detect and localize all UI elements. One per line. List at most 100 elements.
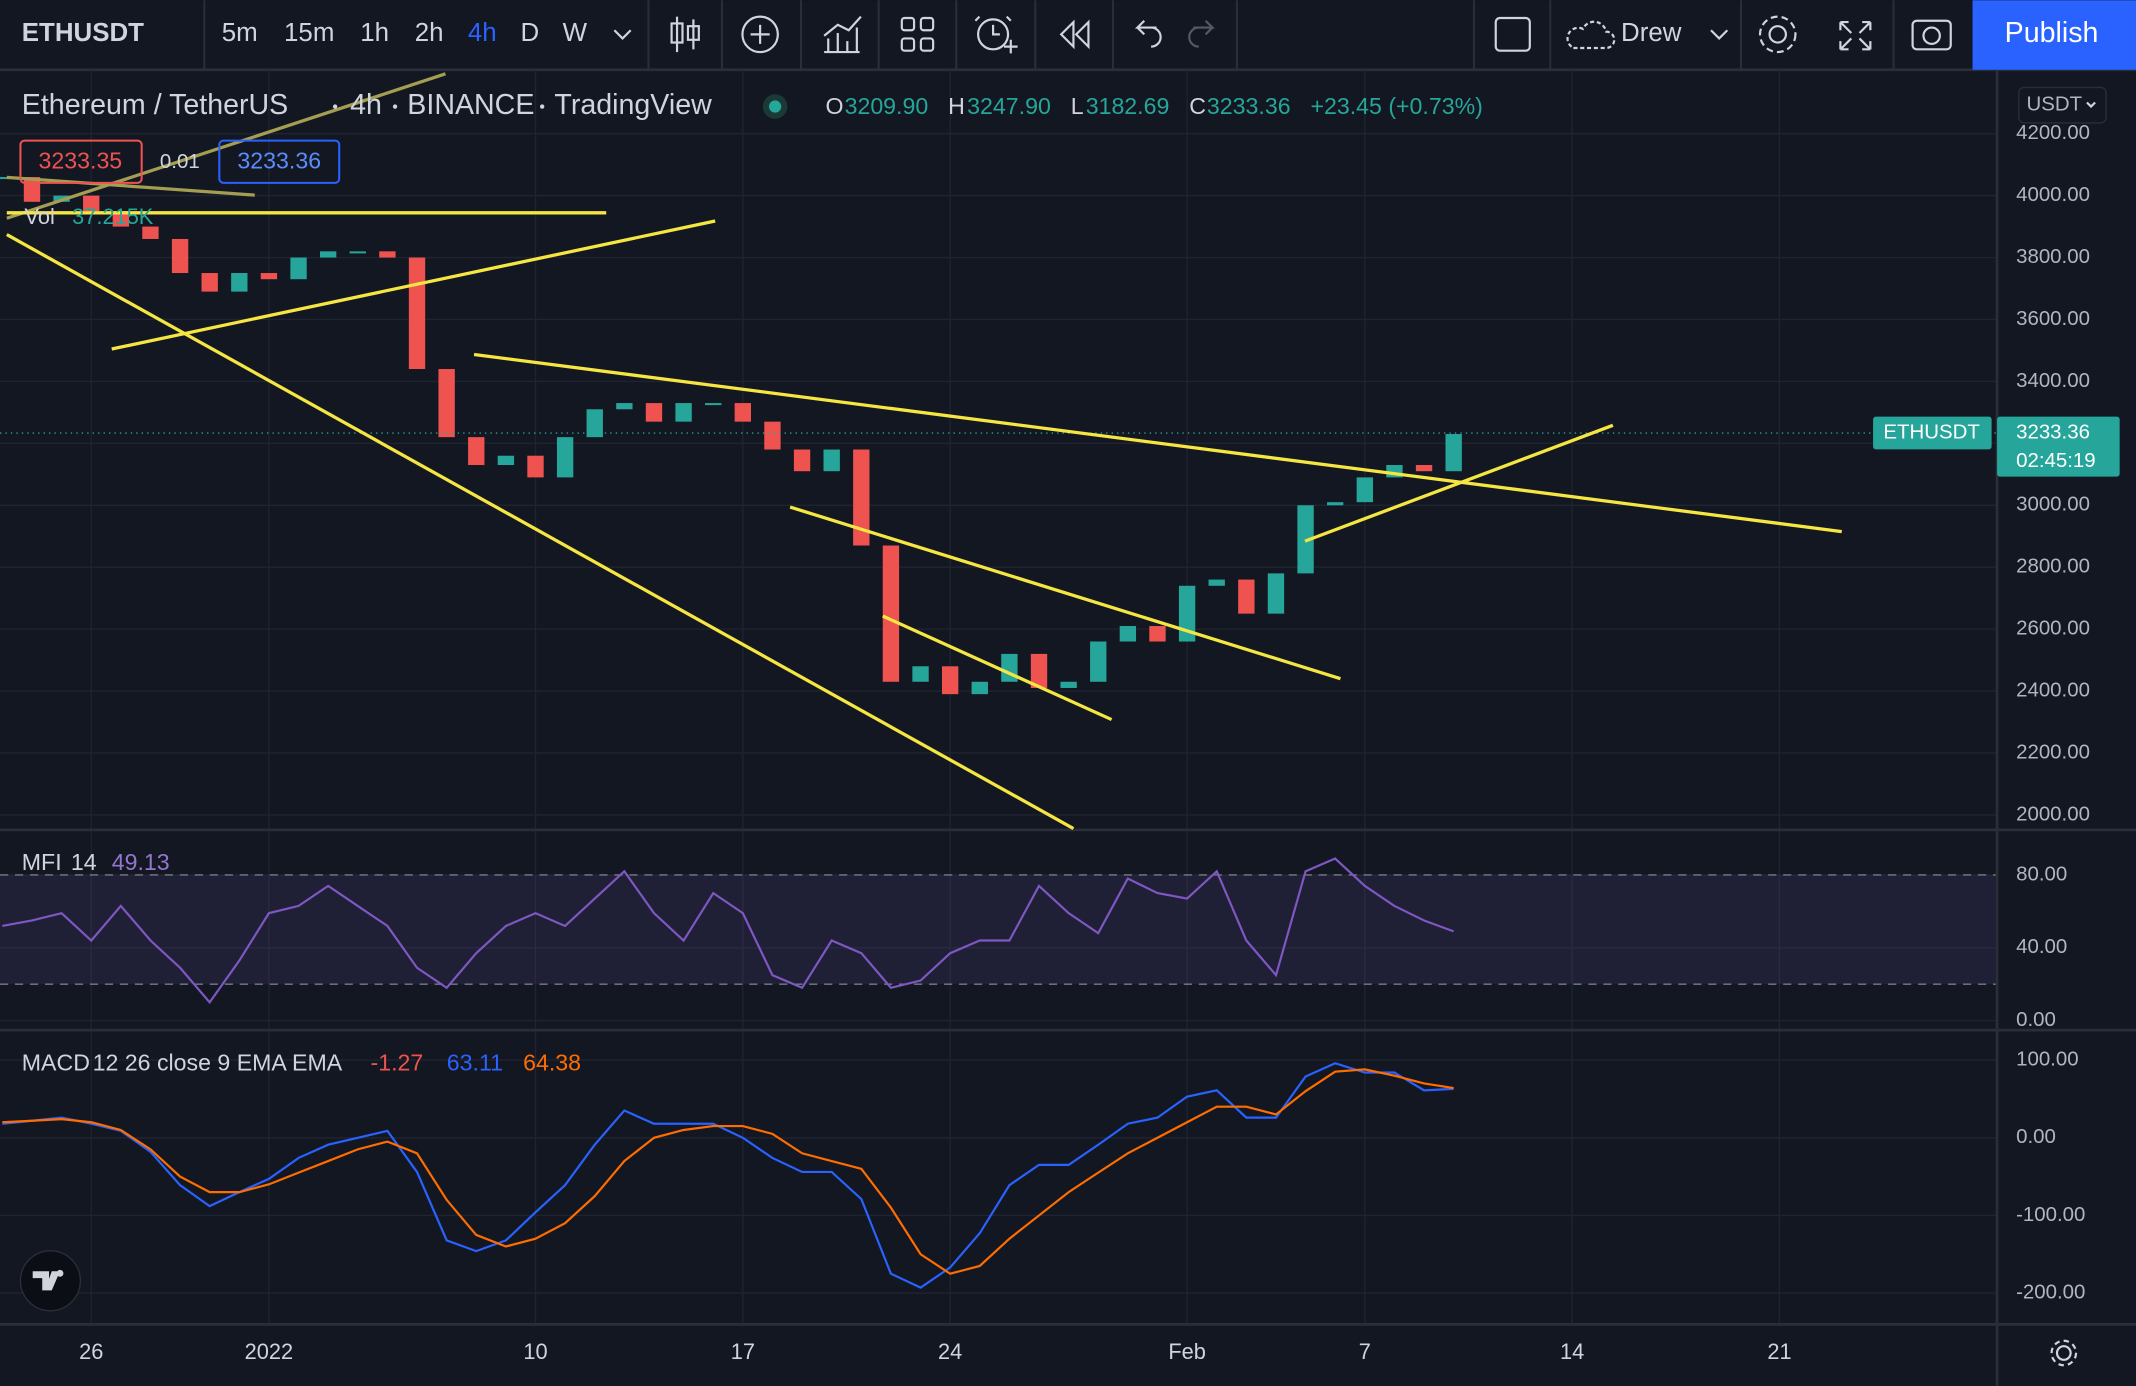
ohlc-key: O [826, 93, 844, 119]
toolbar [0, 0, 2136, 70]
x-tick-label: 21 [1767, 1339, 1791, 1364]
ohlc-key: H [948, 93, 965, 119]
ohlc-value: 3247.90 [967, 93, 1051, 119]
candle [468, 437, 485, 466]
legend-source: TradingView [554, 89, 712, 121]
candle [675, 403, 692, 422]
price-change: +23.45 (+0.73%) [1310, 93, 1482, 119]
plots [0, 177, 1996, 1289]
x-tick-label: 7 [1359, 1339, 1371, 1364]
currency-dropdown [2086, 101, 2096, 109]
interval-button[interactable]: 2h [415, 19, 444, 47]
interval-button[interactable]: 15m [284, 19, 334, 47]
macd-name: MACD [22, 1049, 90, 1075]
tv-logo-mark [32, 1269, 64, 1291]
candle [586, 409, 603, 438]
y-tick-label: 3600.00 [2016, 308, 2090, 330]
market-status-dot [768, 100, 782, 113]
layout-icon[interactable] [1494, 16, 1531, 52]
candle [1178, 585, 1196, 642]
interval-button[interactable]: 5m [222, 19, 258, 47]
symbol-name: Ethereum / TetherUS [22, 89, 288, 121]
y-tick-label: 0.00 [2016, 1126, 2056, 1148]
y-tick-label: 4200.00 [2016, 122, 2090, 144]
symbol-tag [1873, 416, 1992, 450]
templates-icon[interactable] [900, 16, 935, 52]
interval-dropdown[interactable] [613, 29, 632, 40]
candle [497, 455, 515, 466]
candle [379, 251, 396, 258]
candle [1415, 465, 1433, 472]
interval-button[interactable]: 1h [360, 19, 389, 47]
candle [0, 177, 11, 180]
ohlc-key: L [1071, 93, 1084, 119]
candle [1090, 641, 1107, 682]
undo-icon[interactable] [1134, 19, 1162, 48]
y-tick-label: 4000.00 [2016, 184, 2090, 206]
candle [408, 257, 426, 370]
x-tick-label: 26 [79, 1339, 103, 1364]
redo-icon[interactable] [1188, 19, 1216, 48]
candle [971, 681, 988, 695]
candle [882, 545, 900, 682]
candle [764, 421, 781, 450]
y-tick-label: -200.00 [2016, 1281, 2085, 1303]
candle [527, 455, 544, 478]
macd-last-values: -1.27 63.11 64.38 [371, 1049, 581, 1075]
currency-button[interactable] [2018, 86, 2107, 124]
interval-button[interactable]: D [521, 19, 540, 47]
interval-button[interactable]: W [563, 19, 588, 47]
cloud-icon[interactable] [1566, 20, 1616, 50]
ohlc-value: 3209.90 [845, 93, 929, 119]
currency: USDT [2026, 94, 2082, 116]
y-tick-label: 2800.00 [2016, 556, 2090, 578]
x-tick-label: 17 [731, 1339, 755, 1364]
candle [83, 195, 100, 212]
macd-params: 12 26 close 9 EMA EMA [93, 1049, 343, 1075]
buy-box[interactable] [218, 139, 341, 184]
template-dropdown[interactable] [1710, 29, 1729, 40]
candle [319, 251, 337, 258]
interval-button[interactable]: 4h [468, 19, 497, 47]
candle [616, 403, 633, 410]
axis-settings-icon[interactable] [2050, 1339, 2078, 1367]
indicators-icon[interactable] [823, 15, 862, 54]
x-tick-label: 14 [1560, 1339, 1584, 1364]
ohlc-value: 3233.36 [1207, 93, 1291, 119]
volume-label: Vol [25, 204, 55, 229]
settings-icon[interactable] [1758, 15, 1797, 54]
macd-last-value: -1.27 [371, 1049, 424, 1075]
candle [734, 403, 752, 422]
add-indicator-icon[interactable] [741, 15, 779, 54]
candle [142, 226, 159, 239]
y-tick-label: 3400.00 [2016, 370, 2090, 392]
countdown: 02:45:19 [2016, 450, 2096, 472]
x-tick-label: 2022 [245, 1339, 293, 1364]
y-tick-label: 0.00 [2016, 1009, 2056, 1031]
sell-box[interactable] [19, 139, 143, 184]
drawing-template[interactable]: Drew [1621, 19, 1682, 47]
alert-icon[interactable] [974, 15, 1018, 54]
fullscreen-icon[interactable] [1839, 21, 1872, 51]
candle [1238, 579, 1255, 614]
mfi-line [2, 857, 1455, 1005]
candle [853, 449, 870, 546]
buy-price: 3233.36 [237, 148, 321, 174]
ohlc-values: O 3209.90 H 3247.90 L 3182.69 C 3233.36 [826, 93, 1291, 119]
candle [1445, 434, 1462, 472]
mfi-band [0, 874, 1996, 985]
y-tick-label: 3800.00 [2016, 246, 2090, 268]
candle [290, 257, 307, 280]
publish-button[interactable] [1972, 0, 2136, 70]
candle [645, 403, 663, 422]
mfi-name: MFI [22, 849, 62, 875]
chart-type-icon[interactable] [670, 16, 700, 53]
candle [793, 449, 811, 472]
candle [1149, 626, 1166, 642]
y-tick-label: 40.00 [2016, 936, 2067, 958]
replay-icon[interactable] [1059, 19, 1090, 50]
symbol[interactable]: ETHUSDT [22, 19, 144, 47]
snapshot-icon[interactable] [1911, 19, 1952, 51]
